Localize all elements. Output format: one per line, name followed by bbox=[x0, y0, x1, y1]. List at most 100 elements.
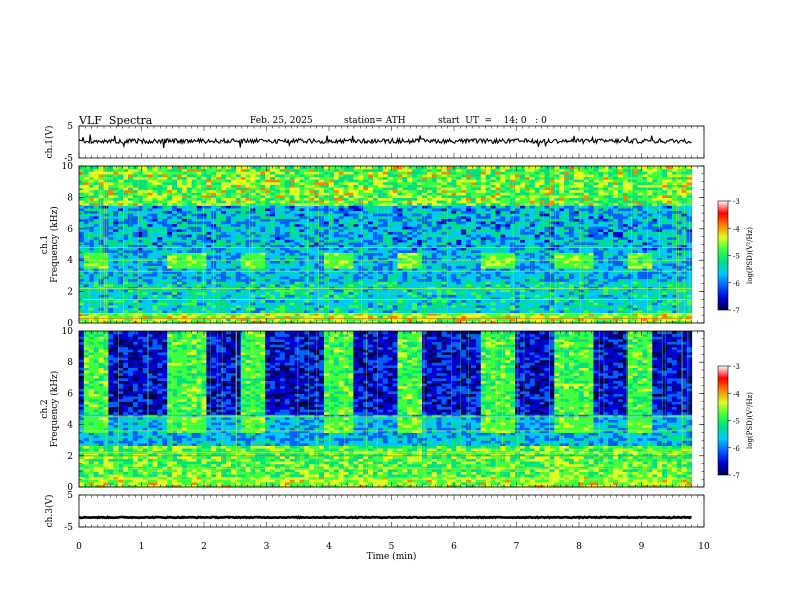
spectrogram-cell bbox=[211, 234, 217, 238]
spectrogram-cell bbox=[132, 205, 139, 209]
spectrogram-cell bbox=[221, 283, 227, 287]
spectrogram-cell bbox=[186, 171, 193, 175]
spectrogram-cell bbox=[123, 207, 129, 212]
spectrogram-cell bbox=[265, 166, 271, 170]
spectrogram-cell bbox=[79, 275, 85, 280]
spectrogram-cell bbox=[152, 244, 158, 248]
spectrogram-cell bbox=[206, 205, 212, 209]
spectrogram-cell bbox=[177, 260, 183, 264]
spectrogram-cell bbox=[98, 265, 105, 269]
spectrogram-cell bbox=[167, 307, 173, 311]
spectrogram-cell bbox=[108, 294, 114, 298]
spectrogram-cell bbox=[226, 278, 232, 282]
spectrogram-cell bbox=[123, 210, 129, 214]
spectrogram-cell bbox=[147, 257, 154, 261]
spectrogram-cell bbox=[177, 173, 183, 178]
spectrogram-cell bbox=[221, 241, 227, 246]
spectrogram-cell bbox=[147, 278, 154, 282]
spectrogram-cell bbox=[221, 202, 227, 206]
spectrogram-cell bbox=[98, 184, 105, 188]
spectrogram-cell bbox=[177, 184, 183, 188]
spectrogram-cell bbox=[221, 189, 227, 193]
spectrogram-cell bbox=[147, 215, 154, 219]
spectrogram-cell bbox=[206, 296, 212, 301]
spectrogram-cell bbox=[118, 302, 124, 306]
spectrogram-cell bbox=[177, 207, 183, 212]
spectrogram-cell bbox=[216, 220, 222, 225]
spectrogram-cell bbox=[123, 197, 129, 201]
spectrogram-cell bbox=[196, 265, 203, 269]
spectrogram-cell bbox=[196, 194, 203, 198]
spectrogram-cell bbox=[216, 270, 222, 274]
spectrogram-cell bbox=[324, 166, 330, 170]
spectrogram-cell bbox=[152, 307, 158, 311]
spectrogram-cell bbox=[123, 226, 129, 230]
spectrogram-cell bbox=[221, 176, 227, 180]
spectrogram-cell bbox=[216, 200, 222, 204]
spectrogram-cell bbox=[93, 273, 100, 277]
spectrogram-cell bbox=[157, 205, 163, 209]
spectrogram-cell bbox=[118, 197, 124, 201]
spectrogram-cell bbox=[191, 288, 198, 293]
spectrogram-cell bbox=[113, 239, 119, 243]
spectrogram-cell bbox=[137, 302, 144, 306]
spectrogram-cell bbox=[172, 210, 178, 214]
spectrogram-cell bbox=[216, 304, 222, 308]
spectrogram-cell bbox=[167, 283, 173, 287]
spectrogram-cell bbox=[186, 173, 193, 178]
spectrogram-cell bbox=[211, 302, 217, 306]
spectrogram-cell bbox=[113, 186, 119, 191]
spectrogram-cell bbox=[88, 223, 95, 227]
spectrogram-cell bbox=[83, 220, 90, 225]
spectrogram-cell bbox=[196, 226, 203, 230]
spectrogram-cell bbox=[211, 239, 217, 243]
spectrogram-cell bbox=[177, 304, 183, 308]
spectrogram-cell bbox=[206, 176, 212, 180]
spectrogram-cell bbox=[79, 223, 85, 227]
spectrogram-cell bbox=[191, 215, 198, 219]
spectrogram-cell bbox=[221, 168, 227, 172]
spectrogram-cell bbox=[162, 200, 168, 204]
spectrogram-cell bbox=[201, 281, 207, 285]
spectrogram-cell bbox=[113, 189, 119, 193]
spectrogram-cell bbox=[137, 173, 144, 178]
spectrogram-cell bbox=[186, 249, 193, 253]
spectrogram-cell bbox=[186, 189, 193, 193]
spectrogram-cell bbox=[132, 283, 139, 287]
spectrogram-cell bbox=[93, 223, 100, 227]
spectrogram-cell bbox=[157, 294, 163, 298]
spectrogram-cell bbox=[211, 202, 217, 206]
spectrogram-cell bbox=[181, 275, 188, 280]
spectrogram-cell bbox=[152, 317, 158, 321]
spectrogram-cell bbox=[152, 270, 158, 274]
spectrogram-cell bbox=[132, 262, 139, 267]
spectrogram-cell bbox=[216, 194, 222, 198]
spectrogram-cell bbox=[152, 184, 158, 188]
spectrogram-cell bbox=[79, 213, 85, 217]
spectrogram-cell bbox=[142, 189, 149, 193]
spectrogram-cell bbox=[177, 226, 183, 230]
spectrogram-cell bbox=[147, 268, 154, 272]
spectrogram-cell bbox=[93, 270, 100, 274]
spectrogram-cell bbox=[226, 307, 232, 311]
spectrogram-cell bbox=[206, 228, 212, 233]
spectrogram-cell bbox=[137, 307, 144, 311]
spectrogram-cell bbox=[152, 192, 158, 196]
spectrogram-cell bbox=[221, 200, 227, 204]
spectrogram-cell bbox=[152, 296, 158, 301]
spectrogram-cell bbox=[123, 278, 129, 282]
spectrogram-cell bbox=[221, 210, 227, 214]
spectrogram-cell bbox=[113, 304, 119, 308]
spectrogram-cell bbox=[118, 320, 124, 324]
spectrogram-cell bbox=[152, 189, 158, 193]
spectrogram-cell bbox=[118, 254, 124, 259]
spectrogram-cell bbox=[162, 244, 168, 248]
spectrogram-cell bbox=[147, 239, 154, 243]
spectrogram-cell bbox=[186, 213, 193, 217]
spectrogram-cell bbox=[191, 239, 198, 243]
spectrogram-cell bbox=[211, 315, 217, 319]
spectrogram-cell bbox=[181, 268, 188, 272]
spectrogram-cell bbox=[191, 223, 198, 227]
spectrogram-cell bbox=[83, 236, 90, 240]
spectrogram-cell bbox=[181, 202, 188, 206]
